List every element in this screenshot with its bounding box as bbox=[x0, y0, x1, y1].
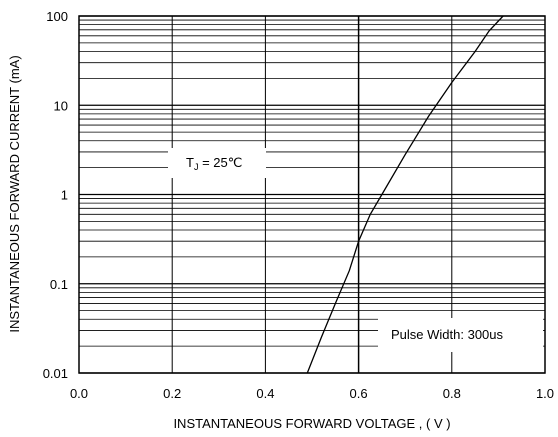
x-tick-label: 1.0 bbox=[536, 386, 554, 401]
x-tick-label: 0.6 bbox=[350, 386, 368, 401]
y-tick-label: 0.1 bbox=[50, 277, 68, 292]
forward-current-curve bbox=[306, 15, 504, 374]
x-tick-label: 0.8 bbox=[443, 386, 461, 401]
y-tick-label: 100 bbox=[46, 9, 68, 24]
pulse-width-label: Pulse Width: 300us bbox=[391, 327, 504, 342]
annotations: TJ = 25℃ Pulse Width: 300us bbox=[168, 148, 543, 352]
pulse-width-label-box bbox=[378, 318, 543, 352]
x-tick-label: 0.0 bbox=[70, 386, 88, 401]
y-tick-label: 0.01 bbox=[43, 366, 68, 381]
y-tick-label: 1 bbox=[61, 188, 68, 203]
x-tick-label: 0.2 bbox=[163, 386, 181, 401]
x-axis-title: INSTANTANEOUS FORWARD VOLTAGE , ( V ) bbox=[173, 416, 450, 431]
y-axis-title: INSTANTANEOUS FORWARD CURRENT (mA) bbox=[7, 55, 22, 332]
curves bbox=[306, 15, 504, 374]
temperature-label: TJ = 25℃ bbox=[186, 155, 242, 172]
y-tick-label: 10 bbox=[54, 98, 68, 113]
x-tick-label: 0.4 bbox=[256, 386, 274, 401]
temperature-label-box bbox=[168, 148, 266, 178]
x-tick-labels: 0.0 0.2 0.4 0.6 0.8 1.0 bbox=[70, 386, 554, 401]
y-tick-labels: 0.01 0.1 1 10 100 bbox=[43, 9, 68, 381]
plot-frame bbox=[78, 15, 546, 374]
